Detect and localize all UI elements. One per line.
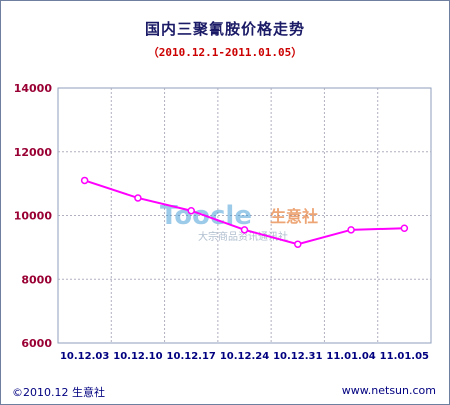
y-tick-labels: 6000 8000 10000 12000 14000 <box>14 82 53 350</box>
footer-copyright: ©2010.12 生意社 <box>12 386 105 399</box>
y-tick-label: 6000 <box>21 337 52 350</box>
y-tick-label: 8000 <box>21 273 52 286</box>
grid-lines <box>58 88 431 343</box>
data-point <box>294 240 302 248</box>
data-point <box>80 176 89 185</box>
data-point <box>240 226 249 234</box>
y-tick-label: 12000 <box>14 146 53 159</box>
x-tick-label: 10.12.10 <box>113 351 162 362</box>
x-tick-labels: 10.12.03 10.12.10 10.12.17 10.12.24 10.12.31… <box>60 351 429 362</box>
chart-title: 国内三聚氰胺价格走势 <box>144 20 305 38</box>
footer-url[interactable]: www.netsun.com <box>341 384 436 397</box>
x-tick-label: 10.12.03 <box>60 351 109 362</box>
x-tick-label: 11.01.04 <box>326 351 375 362</box>
x-tick-label: 10.12.24 <box>220 351 269 362</box>
x-tick-label: 11.01.05 <box>380 351 429 362</box>
data-point <box>187 206 195 215</box>
chart-subtitle: （2010.12.1-2011.01.05） <box>147 46 303 59</box>
data-point <box>134 194 142 202</box>
watermark-logo-cn: 生意社 <box>270 207 318 226</box>
watermark-tagline: 大宗商品资讯通讯社 <box>198 230 288 243</box>
y-tick-label: 14000 <box>14 82 53 95</box>
x-tick-label: 10.12.31 <box>273 351 322 362</box>
x-tick-label: 10.12.17 <box>167 351 216 362</box>
data-point <box>400 224 409 232</box>
series-group <box>80 176 409 248</box>
y-tick-label: 10000 <box>14 210 53 223</box>
data-point <box>347 226 355 234</box>
